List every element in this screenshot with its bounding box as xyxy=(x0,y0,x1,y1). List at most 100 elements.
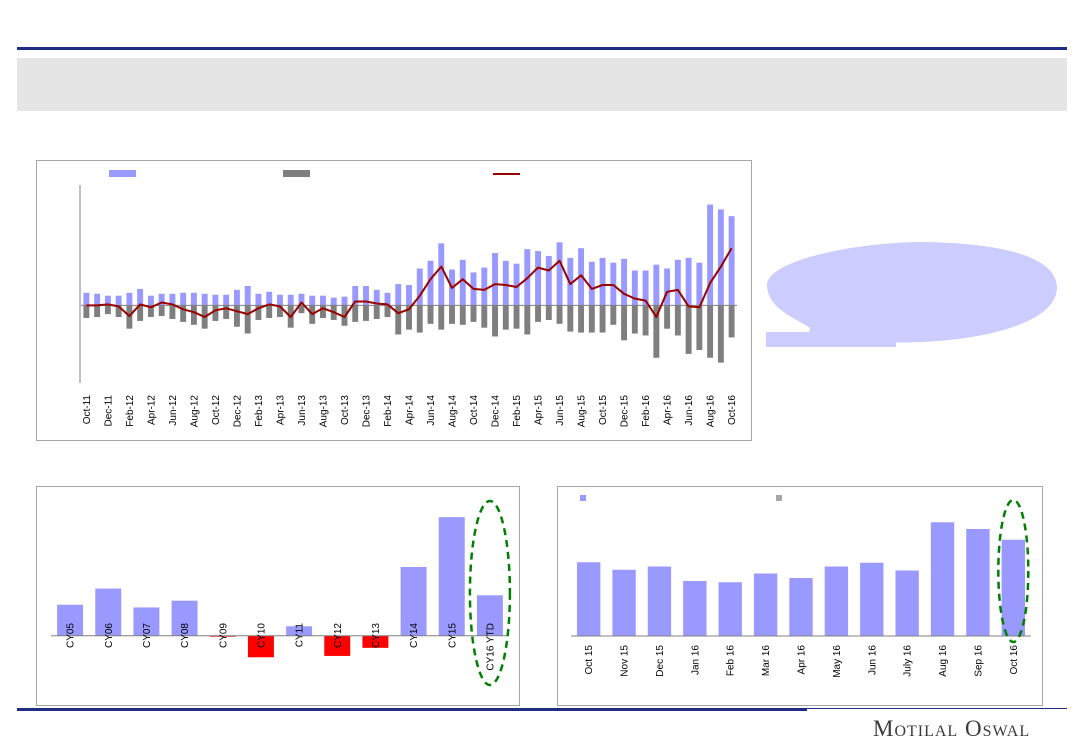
bar-series2 xyxy=(621,305,628,341)
bar-annual xyxy=(476,595,503,636)
bar-series1 xyxy=(298,293,305,306)
bar-series1 xyxy=(266,291,273,306)
bar-monthly xyxy=(577,562,601,636)
x-tick-label: Jun-14 xyxy=(426,395,437,426)
x-tick-label: Jun 16 xyxy=(867,645,878,675)
bar-series1 xyxy=(158,293,165,306)
bar-series2 xyxy=(685,305,692,354)
x-tick-label: Aug-15 xyxy=(577,395,588,428)
x-tick-label: CY12 xyxy=(333,623,344,648)
bar-series1 xyxy=(212,294,219,306)
bar-series1 xyxy=(535,251,542,306)
bar-annual xyxy=(324,635,351,656)
bar-series1 xyxy=(492,253,498,306)
bar-series1 xyxy=(588,261,595,306)
bar-series2 xyxy=(674,305,681,336)
bar-series2 xyxy=(384,305,391,318)
bar-series1 xyxy=(94,293,101,306)
bottom-rule xyxy=(17,708,807,711)
legend-swatch-2 xyxy=(776,495,782,501)
bar-series1 xyxy=(287,294,294,306)
bar-series2 xyxy=(158,305,165,317)
x-tick-label: Oct 16 xyxy=(1009,645,1020,675)
bar-monthly xyxy=(612,569,636,636)
x-tick-label: CY10 xyxy=(256,623,267,648)
bar-series1 xyxy=(147,295,154,306)
bar-series2 xyxy=(513,305,520,329)
bar-series2 xyxy=(427,305,434,324)
bar-series1 xyxy=(545,255,552,306)
x-tick-label: Dec-14 xyxy=(491,395,502,428)
x-tick-label: Oct-14 xyxy=(469,395,480,425)
bar-series1 xyxy=(567,257,574,306)
bar-series1 xyxy=(481,267,488,306)
bar-series2 xyxy=(610,305,617,325)
x-tick-label: Aug-13 xyxy=(318,395,329,428)
bar-series2 xyxy=(363,305,369,321)
bar-series2 xyxy=(276,305,283,318)
bar-series2 xyxy=(352,305,359,322)
bar-monthly xyxy=(789,578,813,636)
bar-annual xyxy=(171,600,198,636)
bar-series2 xyxy=(438,305,445,330)
bar-series2 xyxy=(190,305,197,325)
x-tick-label: CY16 YTD xyxy=(485,623,496,671)
bar-monthly xyxy=(647,566,672,636)
bar-monthly xyxy=(753,573,778,636)
bar-series2 xyxy=(406,305,412,330)
legend-swatch-2 xyxy=(283,170,310,177)
bar-series2 xyxy=(642,305,649,336)
bar-series1 xyxy=(320,295,326,306)
bar-series2 xyxy=(395,305,402,335)
bar-series1 xyxy=(330,297,337,306)
bar-series2 xyxy=(212,305,219,321)
x-tick-label: May 16 xyxy=(832,645,843,678)
bar-series1 xyxy=(502,260,509,306)
bar-monthly xyxy=(966,529,990,636)
x-tick-label: Dec 15 xyxy=(655,645,666,677)
bar-series1 xyxy=(223,294,230,306)
x-tick-label: Oct-13 xyxy=(340,395,351,425)
bar-series1 xyxy=(201,293,208,306)
x-tick-label: Jun-12 xyxy=(168,395,179,426)
chart-panel-annual: CY05 CY06 CY07 CY08 CY09 CY10 CY11 CY12 CY13 CY14… xyxy=(36,486,520,706)
x-tick-label: July 16 xyxy=(903,645,914,677)
bar-series1 xyxy=(664,268,671,306)
x-tick-label: Apr-12 xyxy=(146,395,157,425)
bar-series1 xyxy=(685,257,692,306)
bar-series1 xyxy=(255,293,262,306)
bar-series1 xyxy=(309,295,316,306)
x-tick-label: Dec-15 xyxy=(620,395,631,428)
x-tick-label: Jan 16 xyxy=(690,645,701,675)
x-tick-label: CY13 xyxy=(371,623,382,648)
x-tick-label: Oct-11 xyxy=(82,395,93,425)
legend-swatch-1 xyxy=(580,495,586,501)
bar-series1 xyxy=(674,259,681,306)
bar-series2 xyxy=(556,305,563,324)
x-tick-label: Feb-13 xyxy=(254,395,265,427)
annual-flows-chart: CY05 CY06 CY07 CY08 CY09 CY10 CY11 CY12 CY13 CY14… xyxy=(51,499,512,687)
x-tick-label: CY09 xyxy=(218,623,229,648)
bar-series1 xyxy=(276,294,283,306)
bar-series1 xyxy=(83,292,90,306)
x-tick-label: Apr-13 xyxy=(275,395,286,425)
bar-annual xyxy=(247,635,274,658)
x-tick-label: Aug-12 xyxy=(189,395,200,428)
bar-series2 xyxy=(223,305,230,319)
bar-series2 xyxy=(233,305,240,327)
bar-monthly xyxy=(1001,539,1025,636)
x-tick-label: Feb-14 xyxy=(383,395,394,427)
highlight-ellipse xyxy=(997,498,1030,644)
x-tick-label: Oct-12 xyxy=(211,395,222,425)
bar-series1 xyxy=(395,284,402,306)
bar-series1 xyxy=(642,270,649,306)
x-tick-label: Feb-16 xyxy=(641,395,652,427)
x-tick-label: Nov 15 xyxy=(620,645,631,677)
bar-series2 xyxy=(535,305,542,322)
x-tick-label: Feb-12 xyxy=(125,395,136,427)
chart-panel-monthly-flows: Oct-11 Dec-11 Feb-12 Apr-12 Jun-12 Aug-12 Oct-… xyxy=(36,160,752,441)
bar-series2 xyxy=(728,305,735,338)
bar-series2 xyxy=(255,305,262,320)
bottom-rule-thin xyxy=(807,708,1067,709)
bar-monthly xyxy=(824,566,849,636)
